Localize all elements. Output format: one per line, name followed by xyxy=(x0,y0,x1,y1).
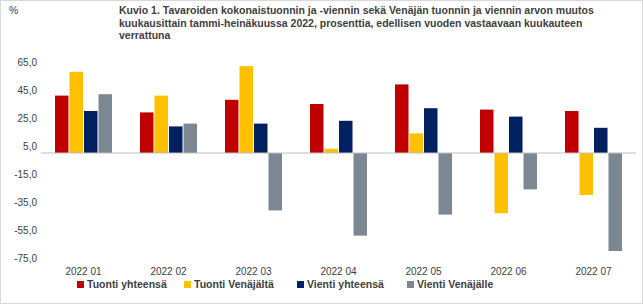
x-tick-label: 2022 07 xyxy=(575,266,612,277)
y-tick-label: -55,0 xyxy=(14,225,37,236)
bar xyxy=(225,100,239,153)
y-tick-label: 45,0 xyxy=(18,85,38,96)
legend-swatch xyxy=(407,281,414,288)
tick-mark xyxy=(38,174,41,175)
legend-swatch xyxy=(297,281,304,288)
legend-label: Vienti Venäjälle xyxy=(417,278,493,290)
bar xyxy=(524,153,538,189)
x-tick-label: 2022 01 xyxy=(65,266,102,277)
legend-swatch xyxy=(184,281,191,288)
y-tick-label: -75,0 xyxy=(14,253,37,264)
tick-mark xyxy=(38,90,41,91)
bar xyxy=(439,153,453,215)
x-tick-label: 2022 03 xyxy=(235,266,272,277)
bar xyxy=(269,153,283,210)
zero-line xyxy=(41,153,636,154)
tick-mark xyxy=(38,202,41,203)
chart-container: % Kuvio 1. Tavaroiden kokonaistuonnin ja… xyxy=(0,0,643,304)
bar xyxy=(240,66,254,153)
y-tick-label: -35,0 xyxy=(14,197,37,208)
bar xyxy=(99,94,113,153)
x-tick-label: 2022 04 xyxy=(320,266,357,277)
bar xyxy=(55,96,69,153)
bar xyxy=(580,153,594,195)
bar xyxy=(339,121,353,153)
bar xyxy=(395,84,409,153)
tick-mark xyxy=(38,118,41,119)
x-tick-label: 2022 06 xyxy=(490,266,527,277)
bar xyxy=(410,133,424,153)
y-axis-label: % xyxy=(9,4,18,16)
bar xyxy=(70,72,84,153)
tick-mark xyxy=(38,62,41,63)
y-tick-label: 5,0 xyxy=(23,141,37,152)
y-tick-label: -15,0 xyxy=(14,169,37,180)
y-tick-label: 25,0 xyxy=(18,113,38,124)
bar xyxy=(84,111,98,153)
bar xyxy=(424,108,438,153)
bars xyxy=(55,66,622,251)
tick-mark xyxy=(38,258,41,259)
legend-label: Tuonti Venäjältä xyxy=(194,278,274,290)
tick-mark xyxy=(38,230,41,231)
bar xyxy=(565,111,579,153)
bar xyxy=(480,110,494,153)
legend-swatch xyxy=(77,281,84,288)
x-tick-label: 2022 05 xyxy=(405,266,442,277)
legend-label: Tuonti yhteensä xyxy=(87,278,167,290)
bar xyxy=(140,112,154,153)
x-tick-label: 2022 02 xyxy=(150,266,187,277)
bar xyxy=(254,124,268,153)
chart-title: Kuvio 1. Tavaroiden kokonaistuonnin ja -… xyxy=(119,4,619,42)
bar xyxy=(594,128,608,153)
bar xyxy=(184,124,198,153)
bar xyxy=(509,117,523,153)
bar xyxy=(354,153,368,236)
legend-label: Vienti yhteensä xyxy=(307,278,384,290)
bar xyxy=(310,104,324,153)
y-tick-label: 65,0 xyxy=(18,57,38,68)
legend: Tuonti yhteensä Tuonti Venäjältä Vienti yh… xyxy=(77,278,493,290)
bar xyxy=(169,126,183,153)
tick-mark xyxy=(38,146,41,147)
bar xyxy=(609,153,623,251)
bar xyxy=(495,153,509,213)
chart-svg: 65,0 45,0 25,0 5,0 -15,0 -35,0 -55,0 -75,0 2022 … xyxy=(1,1,642,303)
bar xyxy=(325,149,339,153)
bar xyxy=(155,96,169,153)
